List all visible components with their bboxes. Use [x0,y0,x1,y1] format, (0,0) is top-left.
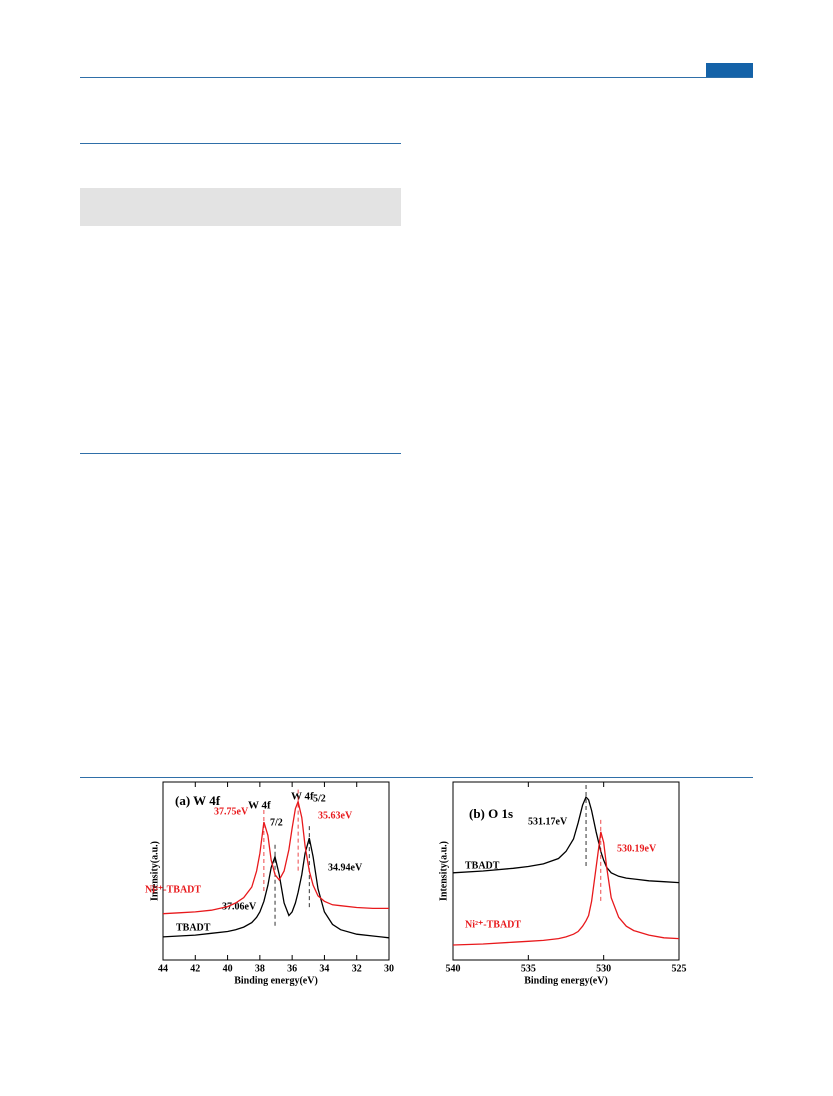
x-tick-label: 34 [319,963,329,974]
x-tick-label: 36 [287,963,297,974]
x-tick-label: 42 [190,963,200,974]
chart-title: (b) O 1s [469,806,513,821]
x-tick-label: 30 [384,963,394,974]
spectrum-line [162,837,390,939]
peak-label: 34.94eV [328,862,363,873]
peak-label: 35.63eV [318,810,353,821]
plot-frame [452,781,680,961]
y-axis-label: Intensity(a.u.) [149,841,160,901]
peak-label: 37.06eV [222,901,257,912]
series-label: TBADT [465,860,500,871]
annotation: 5/2 [313,793,326,804]
chart-title: (a) W 4f [175,793,221,808]
x-tick-label: 38 [255,963,265,974]
annotation: 7/2 [270,817,283,828]
peak-label: 37.75eV [214,806,249,817]
x-tick-label: 525 [672,963,687,974]
y-axis-label: Intensity(a.u.) [438,841,449,901]
plot-frame [162,781,390,961]
x-axis-label: Binding energy(eV) [234,975,318,986]
header-box [706,63,753,77]
spectrum-line [162,799,389,915]
x-tick-label: 535 [521,963,536,974]
x-tick-label: 44 [158,963,168,974]
spectrum-line [452,831,680,946]
x-tick-label: 40 [223,963,233,974]
x-axis-label: Binding energy(eV) [524,975,608,986]
x-tick-label: 540 [446,963,461,974]
spectrum-line [452,795,680,884]
series-label: TBADT [176,922,211,933]
x-tick-label: 530 [596,963,611,974]
annotation: W 4f [291,791,314,803]
x-tick-label: 32 [352,963,362,974]
peak-label: 530.19eV [617,843,657,854]
annotation: W 4f [248,800,271,812]
shaded-box [80,188,401,226]
series-label: Ni²⁺-TBADT [465,919,521,930]
peak-label: 531.17eV [528,816,568,827]
series-label: Ni²⁺-TBADT [145,884,201,895]
